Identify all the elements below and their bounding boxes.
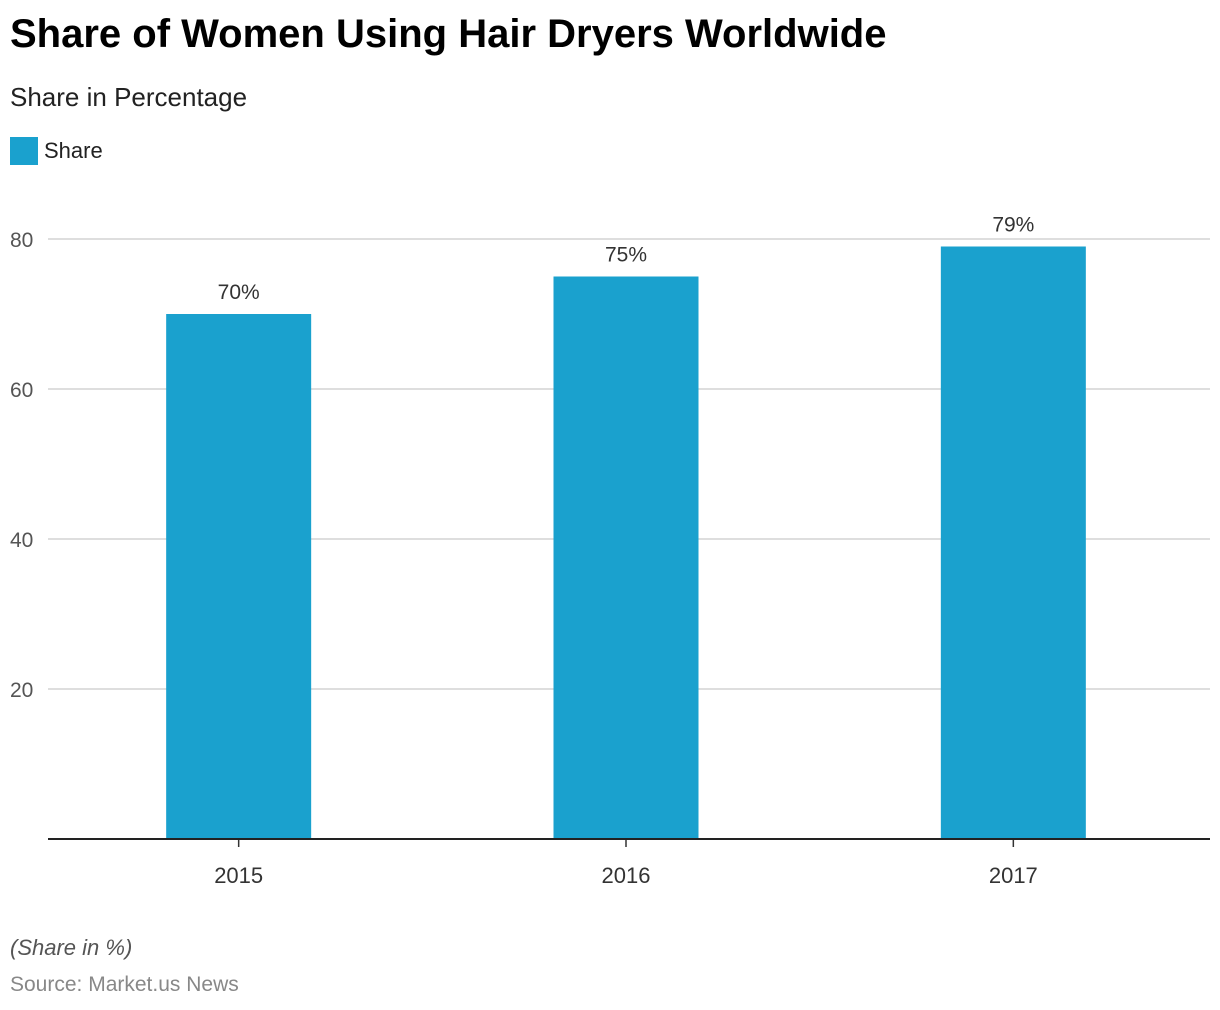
data-label: 75% xyxy=(605,244,647,267)
chart-subtitle: Share in Percentage xyxy=(10,82,248,112)
data-label: 70% xyxy=(218,281,260,304)
bar xyxy=(940,246,1086,839)
footer-note: (Share in %) xyxy=(10,935,133,960)
source-text: Source: Market.us News xyxy=(10,973,239,996)
y-tick-label: 60 xyxy=(10,379,33,402)
x-tick-label: 2016 xyxy=(602,863,651,888)
bar xyxy=(166,314,312,839)
x-tick-label: 2015 xyxy=(214,863,263,888)
y-tick-label: 40 xyxy=(10,529,33,552)
data-label: 79% xyxy=(992,214,1034,237)
y-tick-label: 20 xyxy=(10,679,33,702)
chart-title: Share of Women Using Hair Dryers Worldwi… xyxy=(10,12,887,56)
legend-label: Share xyxy=(44,138,103,163)
legend: Share xyxy=(10,137,103,165)
x-tick-label: 2017 xyxy=(989,863,1038,888)
legend-swatch xyxy=(10,137,38,165)
y-tick-label: 80 xyxy=(10,229,33,252)
bar xyxy=(553,276,699,839)
